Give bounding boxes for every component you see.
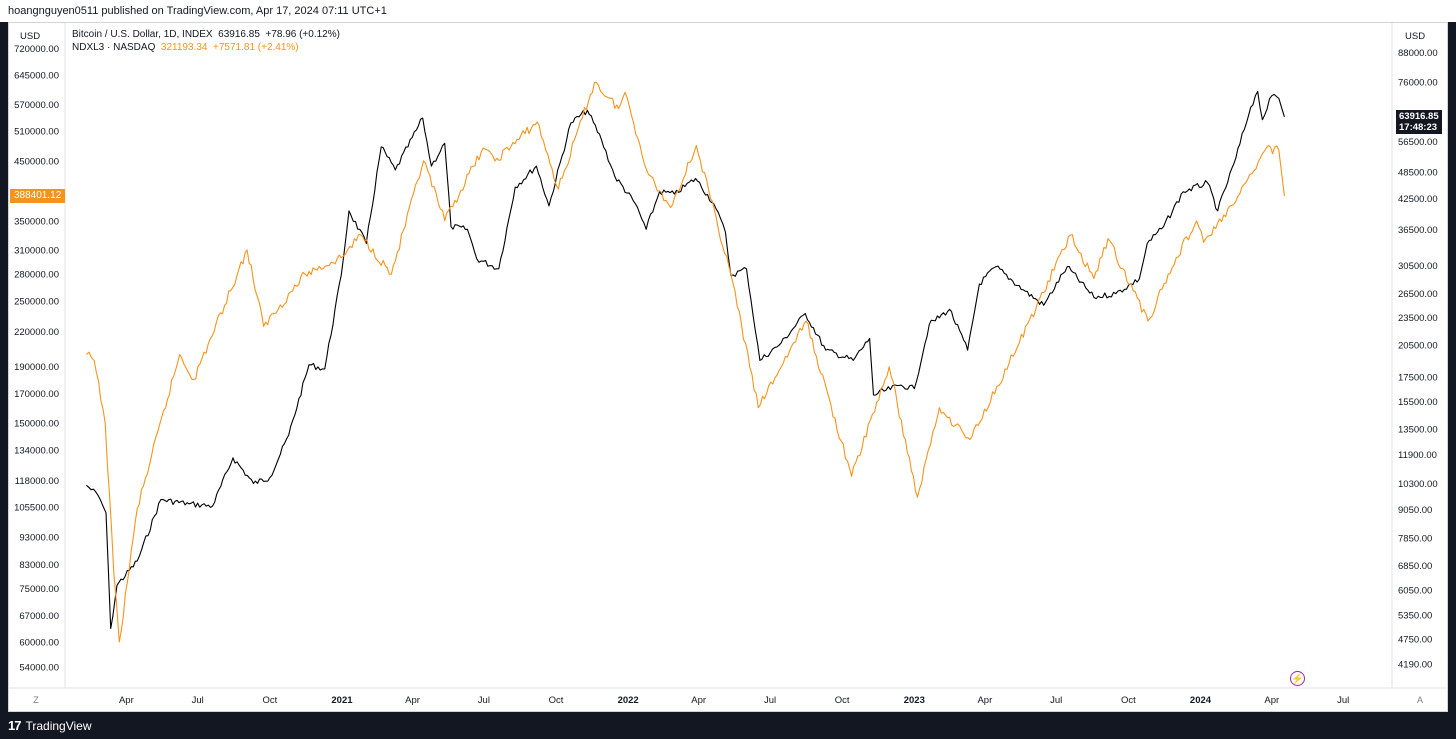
right-tick-label: 30500.00 (1398, 261, 1438, 272)
lightning-icon[interactable]: ⚡ (1290, 671, 1305, 686)
right-tick-label: 88000.00 (1398, 48, 1438, 59)
x-tick-label: Jul (478, 695, 490, 706)
left-tick-label: 645000.00 (14, 71, 59, 82)
right-last-price: 63916.85 (1399, 111, 1439, 122)
chart-frame[interactable]: 720000.00 645000.00 570000.00 510000.00 4500… (8, 22, 1448, 712)
tradingview-logo-icon: 17 (8, 718, 22, 733)
x-tick-label: 2021 (331, 695, 353, 706)
right-tick-label: 4750.00 (1398, 634, 1432, 645)
x-tick-label: Jul (192, 695, 204, 706)
x-tick-label: Oct (549, 695, 564, 706)
right-tick-label: 10300.00 (1398, 479, 1438, 490)
left-currency-label[interactable]: USD (20, 31, 41, 42)
published-header: hoangnguyen0511 published on TradingView… (0, 0, 1456, 22)
zoom-toggle[interactable]: Z (33, 695, 39, 705)
left-last-price-badge: 388401.12 (10, 189, 66, 203)
left-tick-label: 720000.00 (14, 44, 59, 55)
right-tick-label: 23500.00 (1398, 313, 1438, 324)
left-tick-label: 350000.00 (14, 216, 59, 227)
legend-ndxl3-label: NDXL3 · NASDAQ (72, 42, 156, 53)
right-tick-label: 13500.00 (1398, 425, 1438, 436)
left-tick-label: 75000.00 (19, 584, 59, 595)
right-tick-label: 17500.00 (1398, 372, 1438, 383)
right-tick-label: 11900.00 (1398, 450, 1437, 461)
tradingview-brand: TradingView (25, 718, 92, 733)
x-tick-label: Apr (691, 695, 706, 706)
x-tick-label: Jul (1050, 695, 1062, 706)
right-tick-label: 6850.00 (1398, 561, 1432, 572)
left-tick-label: 134000.00 (14, 446, 59, 457)
left-tick-label: 450000.00 (14, 156, 59, 167)
left-tick-label: 60000.00 (19, 637, 59, 648)
left-price-axis[interactable]: 720000.00 645000.00 570000.00 510000.00 4500… (14, 44, 59, 673)
btc-price-line (86, 90, 1285, 630)
chart-legend: Bitcoin / U.S. Dollar, 1D, INDEX 63916.8… (72, 28, 340, 54)
right-currency-label[interactable]: USD (1405, 31, 1426, 42)
right-tick-label: 36500.00 (1398, 225, 1438, 236)
left-tick-label: 510000.00 (14, 127, 59, 138)
right-tick-label: 15500.00 (1398, 397, 1438, 408)
x-tick-label: 2022 (618, 695, 639, 706)
x-tick-label: 2023 (904, 695, 925, 706)
bar-countdown: 17:48:23 (1399, 122, 1438, 133)
x-tick-label: Apr (977, 695, 992, 706)
left-tick-label: 570000.00 (14, 100, 59, 111)
left-tick-label: 118000.00 (15, 476, 59, 487)
x-tick-label: Jul (764, 695, 776, 706)
right-tick-label: 6050.00 (1398, 586, 1432, 597)
legend-btc-label: Bitcoin / U.S. Dollar, 1D, INDEX (72, 29, 213, 40)
left-tick-label: 83000.00 (19, 560, 59, 571)
right-price-axis[interactable]: 88000.00 76000.00 56500.00 48500.00 42500.00… (1398, 48, 1438, 670)
right-tick-label: 9050.00 (1398, 505, 1432, 516)
footer-bar: 17 TradingView (0, 712, 1456, 739)
right-tick-label: 76000.00 (1398, 78, 1438, 89)
left-tick-label: 190000.00 (14, 362, 59, 373)
right-tick-label: 48500.00 (1398, 168, 1438, 179)
x-tick-label: Apr (119, 695, 134, 706)
left-tick-label: 250000.00 (14, 297, 59, 308)
right-last-price-badge: 63916.85 17:48:23 (1396, 110, 1442, 134)
published-text: hoangnguyen0511 published on TradingView… (8, 5, 387, 17)
right-tick-label: 42500.00 (1398, 194, 1438, 205)
tradingview-logo[interactable]: 17 TradingView (8, 718, 92, 733)
x-tick-label: Oct (262, 695, 277, 706)
left-tick-label: 280000.00 (14, 270, 59, 281)
auto-scale-toggle[interactable]: A (1416, 695, 1423, 705)
left-tick-label: 220000.00 (14, 327, 59, 338)
x-tick-label: Apr (405, 695, 420, 706)
legend-ndxl3-row: NDXL3 · NASDAQ 321193.34 +7571.81 (+2.41… (72, 41, 340, 54)
x-tick-label: Jul (1337, 695, 1349, 706)
left-tick-label: 105500.00 (14, 503, 59, 514)
left-tick-label: 150000.00 (14, 419, 59, 430)
chart-svg[interactable]: 720000.00 645000.00 570000.00 510000.00 4500… (9, 23, 1447, 711)
left-tick-label: 67000.00 (19, 611, 59, 622)
right-tick-label: 20500.00 (1398, 341, 1438, 352)
left-tick-label: 170000.00 (14, 389, 59, 400)
left-tick-label: 310000.00 (14, 245, 59, 256)
legend-btc-row: Bitcoin / U.S. Dollar, 1D, INDEX 63916.8… (72, 28, 340, 41)
right-tick-label: 5350.00 (1398, 610, 1432, 621)
time-axis[interactable]: Apr Jul Oct 2021 Apr Jul Oct 2022 Apr Jul Oct 2023 A… (119, 695, 1349, 706)
left-tick-label: 93000.00 (19, 533, 59, 544)
plot-area[interactable] (86, 81, 1285, 643)
right-tick-label: 56500.00 (1398, 137, 1438, 148)
legend-ndxl3-price: 321193.34 (160, 42, 208, 53)
x-tick-label: Apr (1264, 695, 1279, 706)
legend-ndxl3-change: +7571.81 (+2.41%) (213, 42, 299, 53)
right-tick-label: 26500.00 (1398, 289, 1438, 300)
ndxl3-price-line (86, 81, 1285, 643)
x-tick-label: 2024 (1190, 695, 1212, 706)
legend-btc-change: +78.96 (+0.12%) (265, 29, 340, 40)
legend-btc-price: 63916.85 (218, 29, 260, 40)
left-tick-label: 54000.00 (19, 663, 59, 674)
x-tick-label: Oct (1121, 695, 1136, 706)
x-tick-label: Oct (835, 695, 850, 706)
right-tick-label: 4190.00 (1398, 660, 1432, 671)
right-tick-label: 7850.00 (1398, 533, 1432, 544)
